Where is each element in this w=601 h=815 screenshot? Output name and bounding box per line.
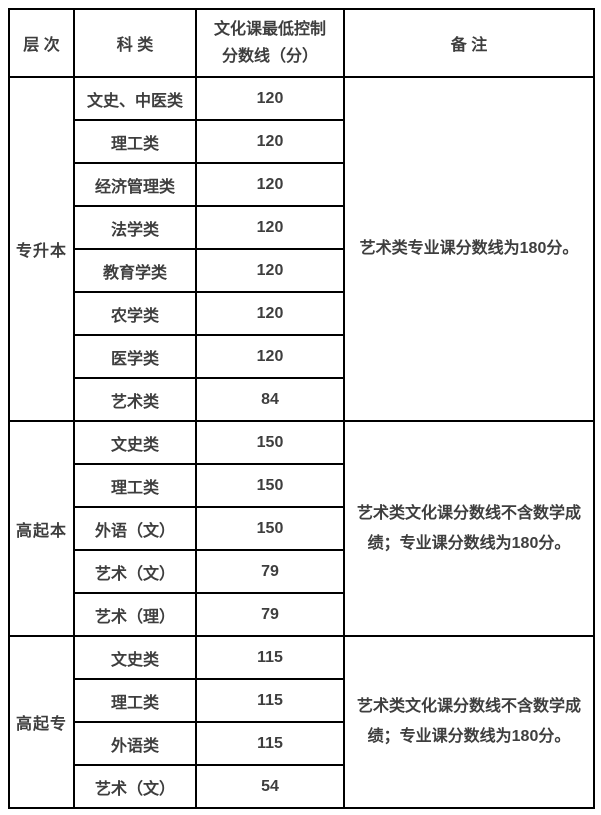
table-row: 艺术（文） 79 (9, 549, 594, 594)
score-cell: 115 (195, 678, 345, 723)
level-cell-gaoqiben: 高起本 (8, 420, 75, 637)
level-cell-zhuanshengben: 专升本 (8, 76, 75, 422)
category-cell: 艺术（文） (73, 549, 197, 594)
score-cell: 150 (195, 463, 345, 508)
score-cell: 115 (195, 721, 345, 766)
header-level: 层 次 (8, 8, 75, 78)
admission-score-table: 层 次 科 类 文化课最低控制 分数线（分） 备 注 专升本 文史、中医类 12… (8, 8, 595, 809)
table-row: 理工类 115 (9, 678, 594, 723)
score-cell: 120 (195, 119, 345, 164)
score-cell: 120 (195, 334, 345, 379)
level-cell-gaoqizhuan: 高起专 (8, 635, 75, 809)
category-cell: 文史类 (73, 420, 197, 465)
score-cell: 120 (195, 248, 345, 293)
category-cell: 文史、中医类 (73, 76, 197, 121)
score-cell: 84 (195, 377, 345, 422)
score-cell: 115 (195, 635, 345, 680)
header-score-line2: 分数线（分） (221, 48, 318, 65)
category-cell: 艺术（理） (73, 592, 197, 637)
header-category: 科 类 (73, 8, 197, 78)
score-cell: 120 (195, 76, 345, 121)
score-cell: 150 (195, 420, 345, 465)
header-score: 文化课最低控制 分数线（分） (195, 8, 345, 78)
table-row: 专升本 文史、中医类 120 艺术类专业课分数线为180分。 (8, 76, 595, 422)
header-remark: 备 注 (343, 8, 595, 78)
category-cell: 法学类 (73, 205, 197, 250)
table-row: 艺术（文） 54 (9, 764, 594, 809)
category-cell: 文史类 (73, 635, 197, 680)
category-cell: 医学类 (73, 334, 197, 379)
score-cell: 120 (195, 291, 345, 336)
table-row: 法学类 120 (9, 205, 594, 250)
category-cell: 理工类 (73, 678, 197, 723)
table-row: 艺术类 84 (9, 377, 594, 422)
category-cell: 教育学类 (73, 248, 197, 293)
category-cell: 外语类 (73, 721, 197, 766)
table-row: 外语类 115 (9, 721, 594, 766)
score-cell: 120 (195, 162, 345, 207)
category-cell: 理工类 (73, 119, 197, 164)
header-score-line1: 文化课最低控制 (213, 21, 326, 38)
score-cell: 54 (195, 764, 345, 809)
table-header-row: 层 次 科 类 文化课最低控制 分数线（分） 备 注 (8, 8, 595, 78)
table-row: 理工类 120 (9, 119, 594, 164)
category-cell: 理工类 (73, 463, 197, 508)
score-cell: 79 (195, 549, 345, 594)
table-row: 外语（文） 150 (9, 506, 594, 551)
table-row: 医学类 120 (9, 334, 594, 379)
score-cell: 120 (195, 205, 345, 250)
score-cell: 79 (195, 592, 345, 637)
table-row: 高起本 文史类 150 艺术类文化课分数线不含数学成绩；专业课分数线为180分。 (8, 420, 595, 637)
table-row: 农学类 120 (9, 291, 594, 336)
table-row: 教育学类 120 (9, 248, 594, 293)
category-cell: 艺术类 (73, 377, 197, 422)
category-cell: 经济管理类 (73, 162, 197, 207)
category-cell: 外语（文） (73, 506, 197, 551)
table-row: 高起专 文史类 115 艺术类文化课分数线不含数学成绩；专业课分数线为180分。 (8, 635, 595, 809)
score-cell: 150 (195, 506, 345, 551)
table-row: 经济管理类 120 (9, 162, 594, 207)
category-cell: 农学类 (73, 291, 197, 336)
table-row: 艺术（理） 79 (9, 592, 594, 637)
category-cell: 艺术（文） (73, 764, 197, 809)
table-row: 理工类 150 (9, 463, 594, 508)
remark-cell-gaoqiben: 艺术类文化课分数线不含数学成绩；专业课分数线为180分。 (343, 420, 595, 637)
remark-cell-gaoqizhuan: 艺术类文化课分数线不含数学成绩；专业课分数线为180分。 (343, 635, 595, 809)
remark-cell-zhuanshengben: 艺术类专业课分数线为180分。 (343, 76, 595, 422)
